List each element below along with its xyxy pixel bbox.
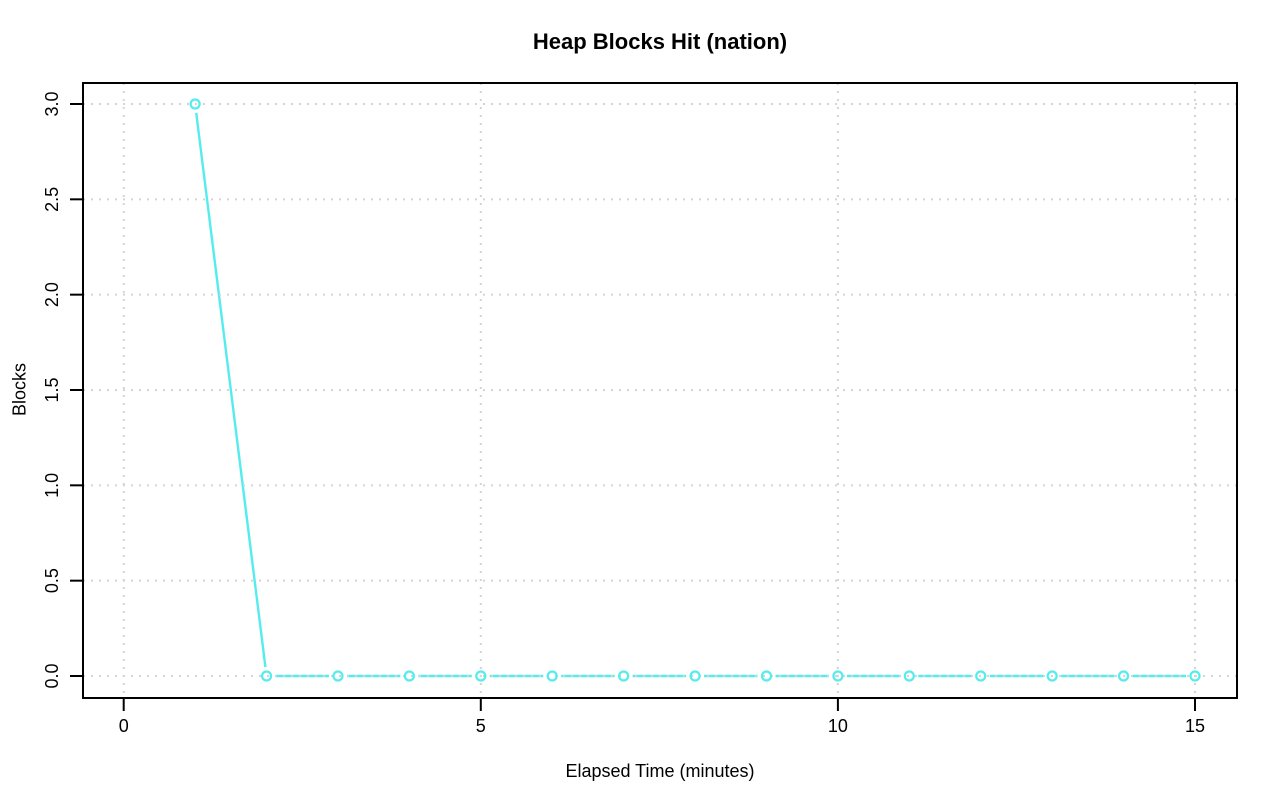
y-tick-label: 1.5 bbox=[42, 377, 62, 402]
x-tick-label: 15 bbox=[1185, 716, 1205, 736]
x-tick-label: 5 bbox=[476, 716, 486, 736]
data-point-marker bbox=[760, 670, 773, 682]
data-point-marker bbox=[903, 670, 915, 682]
y-tick-label: 0.0 bbox=[42, 663, 62, 688]
data-point-marker bbox=[689, 670, 701, 682]
data-point-marker bbox=[975, 670, 987, 682]
data-point-marker bbox=[403, 670, 415, 682]
y-tick-label: 2.5 bbox=[42, 187, 62, 212]
data-point-marker bbox=[1189, 670, 1201, 682]
x-axis-label: Elapsed Time (minutes) bbox=[565, 761, 755, 781]
data-point-marker bbox=[1117, 670, 1130, 682]
data-point-marker bbox=[332, 670, 344, 682]
y-axis-label: Blocks bbox=[9, 363, 30, 417]
data-point-marker bbox=[475, 670, 487, 682]
x-tick-label: 10 bbox=[828, 716, 848, 736]
data-point-marker bbox=[832, 670, 844, 682]
chart-title: Heap Blocks Hit (nation) bbox=[532, 29, 788, 54]
y-tick-label: 1.0 bbox=[42, 473, 62, 498]
data-point-marker bbox=[260, 670, 273, 682]
data-point-marker bbox=[546, 670, 558, 682]
x-tick-label: 0 bbox=[119, 716, 129, 736]
y-tick-label: 3.0 bbox=[42, 91, 62, 116]
y-tick-label: 0.5 bbox=[42, 568, 62, 593]
data-point-marker bbox=[1046, 670, 1058, 682]
y-tick-label: 2.0 bbox=[42, 282, 62, 307]
data-point-marker bbox=[189, 98, 201, 110]
data-point-marker bbox=[618, 670, 630, 682]
series-line-segment bbox=[195, 112, 267, 668]
